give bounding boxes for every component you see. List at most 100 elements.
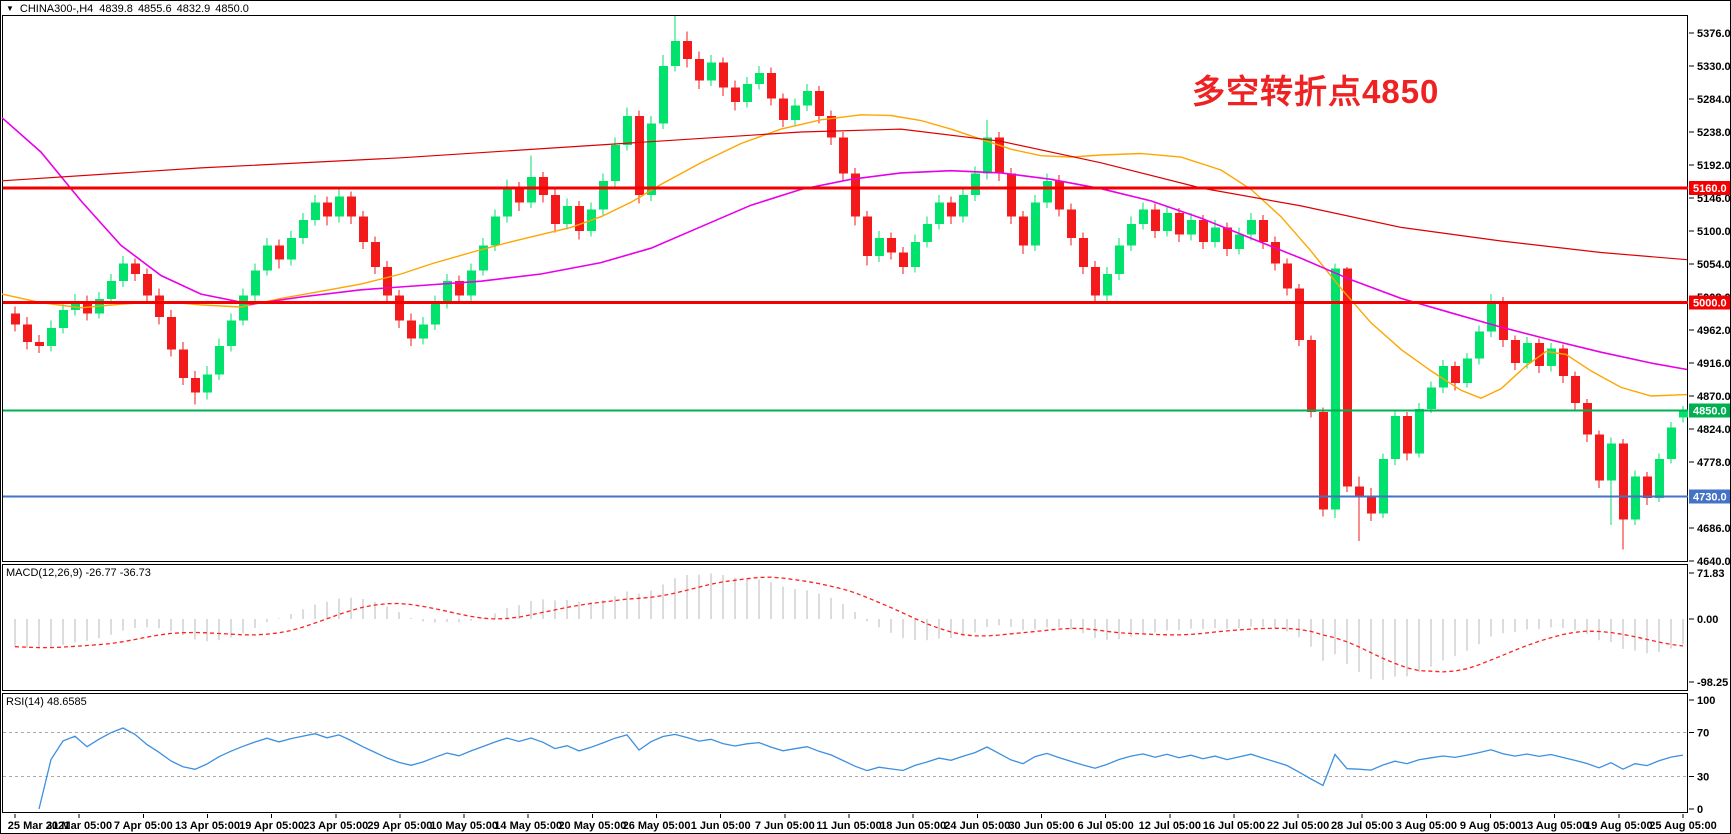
price-tick-label: 5054.0 [1697, 259, 1731, 271]
price-tick-label: 4778.0 [1697, 457, 1731, 469]
candle-body [1007, 173, 1016, 217]
candle-body [551, 195, 560, 224]
candle-body [131, 263, 140, 275]
time-tick-label: 7 Apr 05:00 [114, 820, 173, 832]
candle-body [1643, 476, 1652, 498]
candle-body [1307, 340, 1316, 412]
candle-body [1403, 416, 1412, 454]
candle-body [1331, 268, 1340, 510]
candle-body [623, 116, 632, 145]
candle-body [167, 317, 176, 350]
chart-title-bar: ▼ CHINA300-,H4 4839.8 4855.6 4832.9 4850… [6, 2, 249, 15]
candle-body [23, 324, 32, 343]
time-tick-label: 22 Jul 05:00 [1267, 820, 1329, 832]
price-badge-label: 4730.0 [1693, 491, 1727, 503]
candle-body [1211, 227, 1220, 242]
candle-body [947, 202, 956, 217]
candle-body [1223, 227, 1232, 249]
time-tick-label: 31 Mar 05:00 [46, 820, 112, 832]
candle-body [1391, 416, 1400, 460]
time-tick-label: 12 Jul 05:00 [1139, 820, 1201, 832]
candle-body [923, 223, 932, 242]
candle-body [515, 187, 524, 203]
candle-body [11, 313, 20, 325]
time-tick-label: 10 May 05:00 [430, 820, 498, 832]
candle-body [1031, 202, 1040, 246]
candle-body [1499, 301, 1508, 341]
candle-body [935, 202, 944, 224]
candle-body [1199, 220, 1208, 242]
time-tick-label: 25 Mar 2021 [8, 820, 70, 832]
price-badge-label: 5000.0 [1693, 298, 1727, 310]
price-badge [1689, 403, 1730, 418]
rsi-axis-label: 100 [1697, 695, 1715, 707]
candle-body [539, 177, 548, 196]
candle-body [503, 187, 512, 217]
rsi-axis-label: 0 [1697, 804, 1703, 816]
time-tick-label: 24 Jun 05:00 [944, 820, 1010, 832]
candle-body [731, 87, 740, 102]
candle-body [251, 270, 260, 296]
time-tick-label: 13 Apr 05:00 [175, 820, 240, 832]
time-tick-label: 20 May 05:00 [558, 820, 626, 832]
candle-body [839, 137, 848, 174]
macd-values: -26.77 -36.73 [85, 567, 151, 579]
candle-body [611, 144, 620, 181]
candle-body [1427, 387, 1436, 409]
rsi-axis-label: 30 [1697, 771, 1709, 783]
candle-body [1511, 340, 1520, 364]
candle-body [275, 245, 284, 260]
candle-body [683, 40, 692, 59]
price-tick-label: 5284.0 [1697, 94, 1731, 106]
candle-body [1163, 213, 1172, 232]
candles-layer [11, 15, 1688, 550]
ohlc-close: 4850.0 [215, 2, 249, 15]
candle-body [707, 62, 716, 81]
candle-body [143, 274, 152, 296]
price-badge [1689, 295, 1730, 310]
candle-body [1091, 266, 1100, 296]
candle-body [1295, 288, 1304, 341]
ohlc-low: 4832.9 [176, 2, 211, 15]
candle-body [1151, 209, 1160, 232]
candle-body [1379, 459, 1388, 514]
price-tick-label: 4962.0 [1697, 325, 1731, 337]
candle-body [719, 62, 728, 88]
candle-body [419, 324, 428, 339]
candle-body [779, 98, 788, 120]
candle-body [299, 220, 308, 239]
candle-body [1271, 241, 1280, 264]
candle-body [1667, 427, 1676, 460]
candle-body [1187, 220, 1196, 235]
candle-body [1595, 434, 1604, 481]
candle-body [191, 378, 200, 393]
time-tick-label: 1 Jun 05:00 [691, 820, 751, 832]
rsi-label: RSI(14) 48.6585 [6, 696, 87, 708]
annotation-text[interactable]: 多空转折点4850 [1192, 73, 1440, 110]
price-badge [1689, 489, 1730, 504]
candle-body [647, 123, 656, 196]
candle-body [335, 196, 344, 217]
candle-body [1367, 496, 1376, 514]
candle-body [563, 205, 572, 224]
candle-body [971, 173, 980, 196]
symbol-dropdown-arrow[interactable]: ▼ [6, 3, 14, 13]
time-tick-label: 14 May 05:00 [494, 820, 562, 832]
candle-body [491, 216, 500, 246]
time-tick-label: 7 Jun 05:00 [755, 820, 815, 832]
price-tick-label: 5330.0 [1697, 61, 1731, 73]
candle-body [1259, 220, 1268, 242]
candle-body [1547, 348, 1556, 366]
candle-body [851, 173, 860, 217]
ohlc-values: 4839.8 4855.6 4832.9 4850.0 [99, 3, 249, 15]
time-tick-label: 30 Jun 05:00 [1008, 820, 1074, 832]
candle-body [383, 266, 392, 296]
time-tick-label: 11 Jun 05:00 [816, 820, 881, 832]
time-tick-label: 23 Apr 05:00 [303, 820, 368, 832]
candle-body [47, 327, 56, 346]
candle-body [863, 216, 872, 257]
candle-body [1655, 459, 1664, 498]
candle-body [1067, 209, 1076, 239]
